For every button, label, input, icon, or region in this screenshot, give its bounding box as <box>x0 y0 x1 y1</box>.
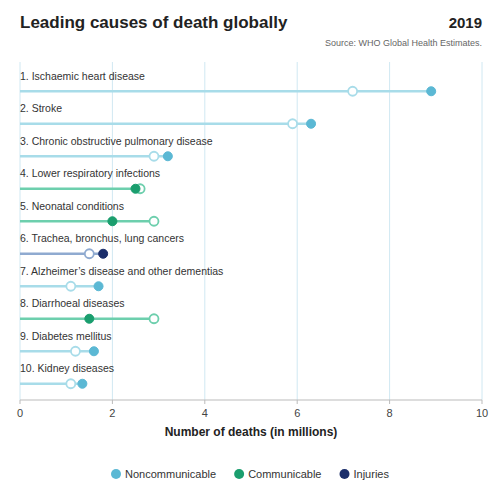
category-label: 10. Kidney diseases <box>20 362 114 374</box>
connector <box>20 285 99 287</box>
tick-label: 8 <box>387 407 393 419</box>
tick <box>297 400 298 404</box>
filled-marker <box>427 87 436 96</box>
x-axis <box>20 400 482 401</box>
filled-marker <box>99 249 108 258</box>
legend-marker <box>111 469 121 479</box>
connector <box>20 155 168 157</box>
open-marker <box>149 152 158 161</box>
open-marker <box>149 314 158 323</box>
open-marker <box>71 347 80 356</box>
category-label: 3. Chronic obstructive pulmonary disease <box>20 135 213 147</box>
tick <box>112 400 113 404</box>
connector <box>20 90 431 92</box>
tick-label: 2 <box>109 407 115 419</box>
legend: Noncommunicable Communicable Injuries <box>111 468 389 480</box>
category-label: 2. Stroke <box>20 102 62 114</box>
legend-marker <box>340 469 350 479</box>
title: Leading causes of death globally <box>20 13 288 32</box>
open-marker <box>288 119 297 128</box>
background <box>0 0 500 500</box>
category-label: 9. Diabetes mellitus <box>20 330 112 342</box>
tick <box>20 400 21 404</box>
tick-label: 10 <box>476 407 488 419</box>
category-label: 5. Neonatal conditions <box>20 200 124 212</box>
tick-label: 6 <box>294 407 300 419</box>
open-marker <box>66 379 75 388</box>
tick-label: 4 <box>202 407 208 419</box>
category-label: 6. Trachea, bronchus, lung cancers <box>20 232 184 244</box>
open-marker <box>85 249 94 258</box>
connector <box>20 350 94 352</box>
grid-line <box>389 62 390 400</box>
grid-line <box>112 62 113 400</box>
grid-line <box>482 62 483 400</box>
category-label: 8. Diarrhoeal diseases <box>20 297 124 309</box>
category-label: 1. Ischaemic heart disease <box>20 70 145 82</box>
category-label: 4. Lower respiratory infections <box>20 167 160 179</box>
filled-marker <box>131 184 140 193</box>
tick <box>482 400 483 404</box>
year: 2019 <box>449 14 482 31</box>
filled-marker <box>78 379 87 388</box>
chart: Leading causes of death globally 2019 Sour… <box>0 0 500 500</box>
filled-marker <box>163 152 172 161</box>
connectors <box>20 91 431 384</box>
tick <box>389 400 390 404</box>
category-label: 7. Alzheimer’s disease and other dementi… <box>20 265 223 277</box>
grid <box>20 62 482 404</box>
connector <box>20 123 311 125</box>
grid-line <box>297 62 298 400</box>
legend-label: Noncommunicable <box>125 468 216 480</box>
connector <box>20 188 140 190</box>
filled-marker <box>307 119 316 128</box>
filled-marker <box>85 314 94 323</box>
tick <box>204 400 205 404</box>
tick-label: 0 <box>17 407 23 419</box>
legend-label: Communicable <box>248 468 321 480</box>
open-marker <box>66 282 75 291</box>
filled-marker <box>94 282 103 291</box>
x-axis-label: Number of deaths (in millions) <box>165 425 338 439</box>
source: Source: WHO Global Health Estimates. <box>325 38 482 48</box>
filled-marker <box>89 347 98 356</box>
legend-marker <box>234 469 244 479</box>
marks <box>20 87 436 389</box>
legend-label: Injuries <box>354 468 390 480</box>
grid-line <box>204 62 205 400</box>
connector <box>20 220 154 222</box>
filled-marker <box>108 217 117 226</box>
open-marker <box>149 217 158 226</box>
open-marker <box>348 87 357 96</box>
